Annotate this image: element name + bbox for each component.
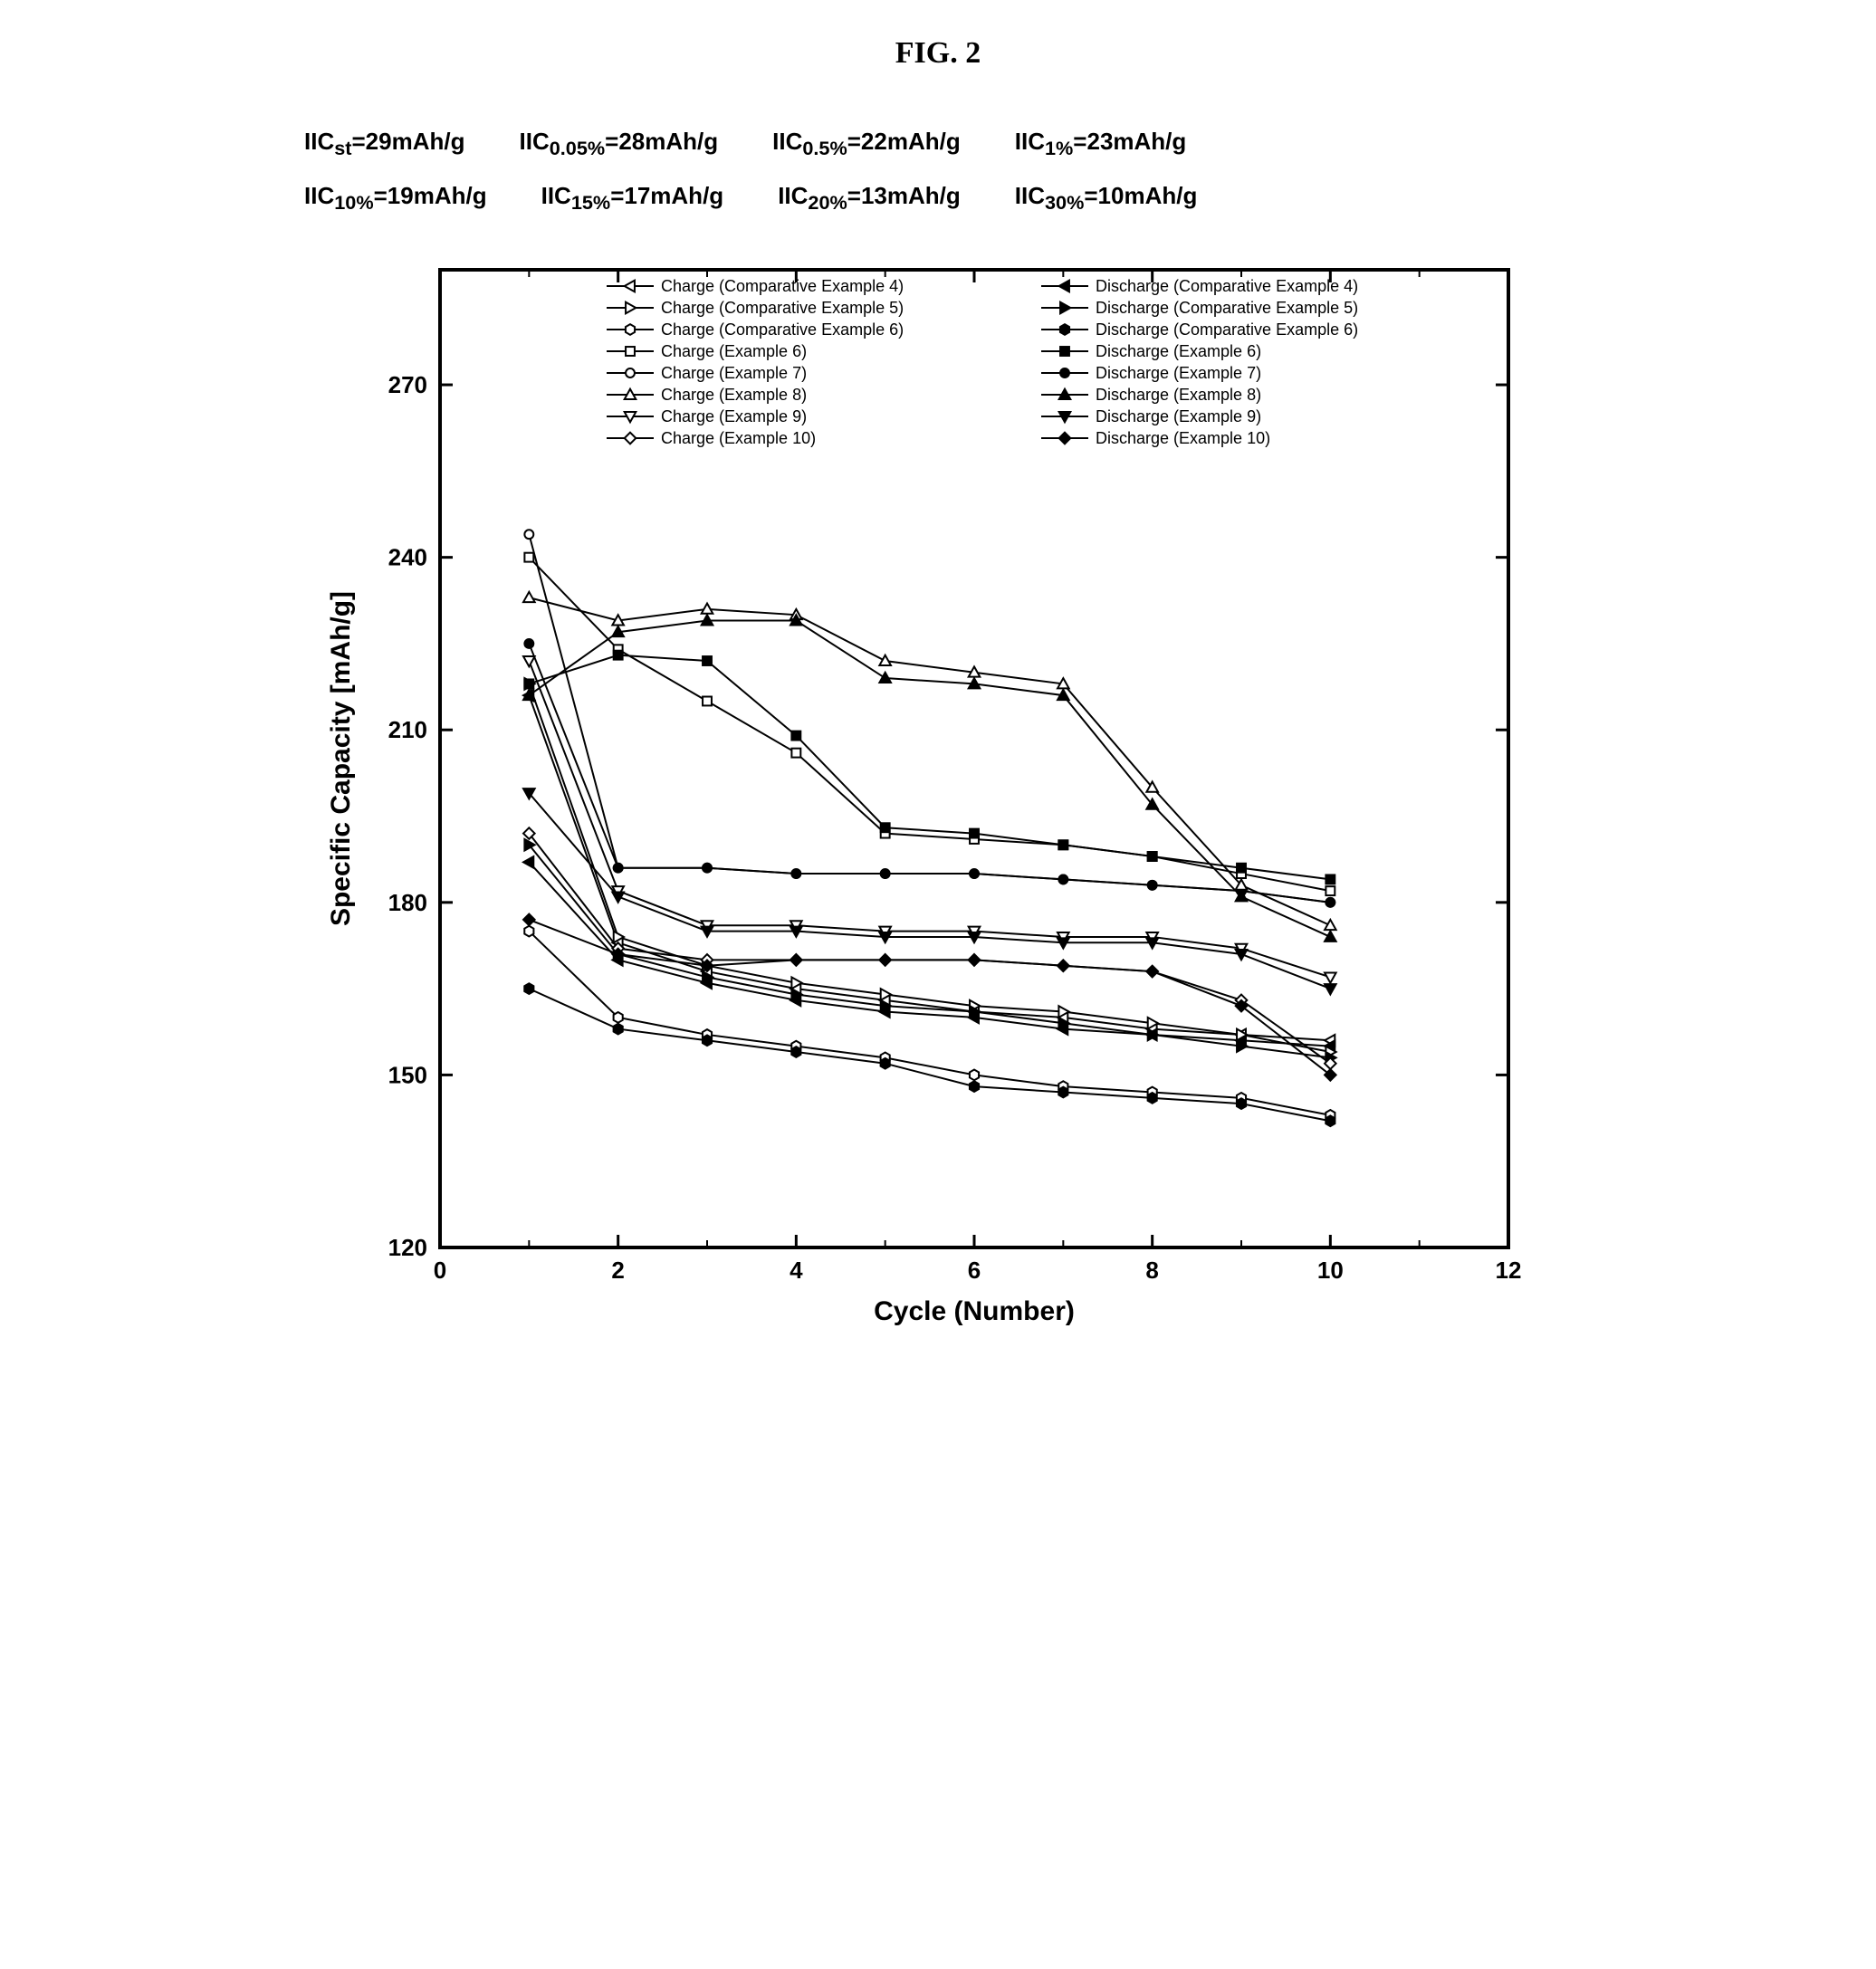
svg-text:10: 10 [1317,1257,1344,1284]
figure-title: FIG. 2 [36,36,1840,71]
iic-value: IIC10%=19mAh/g [304,170,487,225]
svg-text:240: 240 [388,543,427,570]
series-dis_e9 [523,789,1336,994]
svg-text:0: 0 [434,1257,446,1284]
svg-text:150: 150 [388,1061,427,1088]
svg-text:2: 2 [611,1257,624,1284]
svg-text:Discharge (Example 10): Discharge (Example 10) [1096,429,1270,447]
svg-text:Charge (Example 9): Charge (Example 9) [661,407,807,425]
iic-value: IIC15%=17mAh/g [541,170,724,225]
svg-text:Discharge (Example 6): Discharge (Example 6) [1096,342,1261,360]
iic-annotations: IICst=29mAh/g IIC0.05%=28mAh/g IIC0.5%=22m… [304,116,1572,225]
svg-text:Discharge (Example 7): Discharge (Example 7) [1096,364,1261,382]
series-ch_e9 [523,656,1336,983]
svg-text:210: 210 [388,716,427,743]
iic-value: IIC1%=23mAh/g [1015,116,1187,170]
series-dis_ce6 [524,983,1335,1126]
svg-text:180: 180 [388,889,427,916]
svg-text:Charge (Comparative Example 4): Charge (Comparative Example 4) [661,277,904,295]
svg-text:12: 12 [1496,1257,1522,1284]
svg-text:120: 120 [388,1234,427,1261]
svg-text:Cycle (Number): Cycle (Number) [874,1296,1075,1326]
svg-text:4: 4 [790,1257,803,1284]
svg-text:8: 8 [1145,1257,1158,1284]
iic-value: IICst=29mAh/g [304,116,465,170]
series-ch_e7 [524,530,1335,906]
svg-text:Charge (Comparative Example 6): Charge (Comparative Example 6) [661,320,904,339]
svg-text:Discharge (Example 8): Discharge (Example 8) [1096,386,1261,404]
capacity-vs-cycle-chart: 0 2 4 6 8 10 12 120 150 180 210 240 270 Cycle (Number… [304,261,1572,1347]
series-ch_ce6 [524,925,1335,1120]
iic-value: IIC0.5%=22mAh/g [772,116,961,170]
svg-text:Charge (Example 6): Charge (Example 6) [661,342,807,360]
series-dis_e8 [523,615,1336,941]
svg-text:Charge (Example 7): Charge (Example 7) [661,364,807,382]
svg-text:Charge (Comparative Example 5): Charge (Comparative Example 5) [661,299,904,317]
chart-legend: Charge (Comparative Example 4) Discharge … [607,277,1358,447]
svg-text:Discharge (Comparative Example: Discharge (Comparative Example 4) [1096,277,1358,295]
series-dis_e10 [523,913,1336,1080]
iic-value: IIC20%=13mAh/g [778,170,961,225]
iic-value: IIC30%=10mAh/g [1015,170,1198,225]
iic-value: IIC0.05%=28mAh/g [520,116,719,170]
series-ch_e6 [524,552,1335,894]
svg-text:Specific Capacity [mAh/g]: Specific Capacity [mAh/g] [326,591,356,926]
svg-text:Charge (Example 10): Charge (Example 10) [661,429,816,447]
svg-text:Charge (Example 8): Charge (Example 8) [661,386,807,404]
svg-text:Discharge (Comparative Example: Discharge (Comparative Example 6) [1096,320,1358,339]
svg-text:Discharge (Comparative Example: Discharge (Comparative Example 5) [1096,299,1358,317]
svg-text:270: 270 [388,371,427,398]
series-dis_e6 [524,650,1335,884]
series-ch_e8 [523,592,1336,930]
svg-text:Discharge (Example 9): Discharge (Example 9) [1096,407,1261,425]
svg-text:6: 6 [968,1257,981,1284]
